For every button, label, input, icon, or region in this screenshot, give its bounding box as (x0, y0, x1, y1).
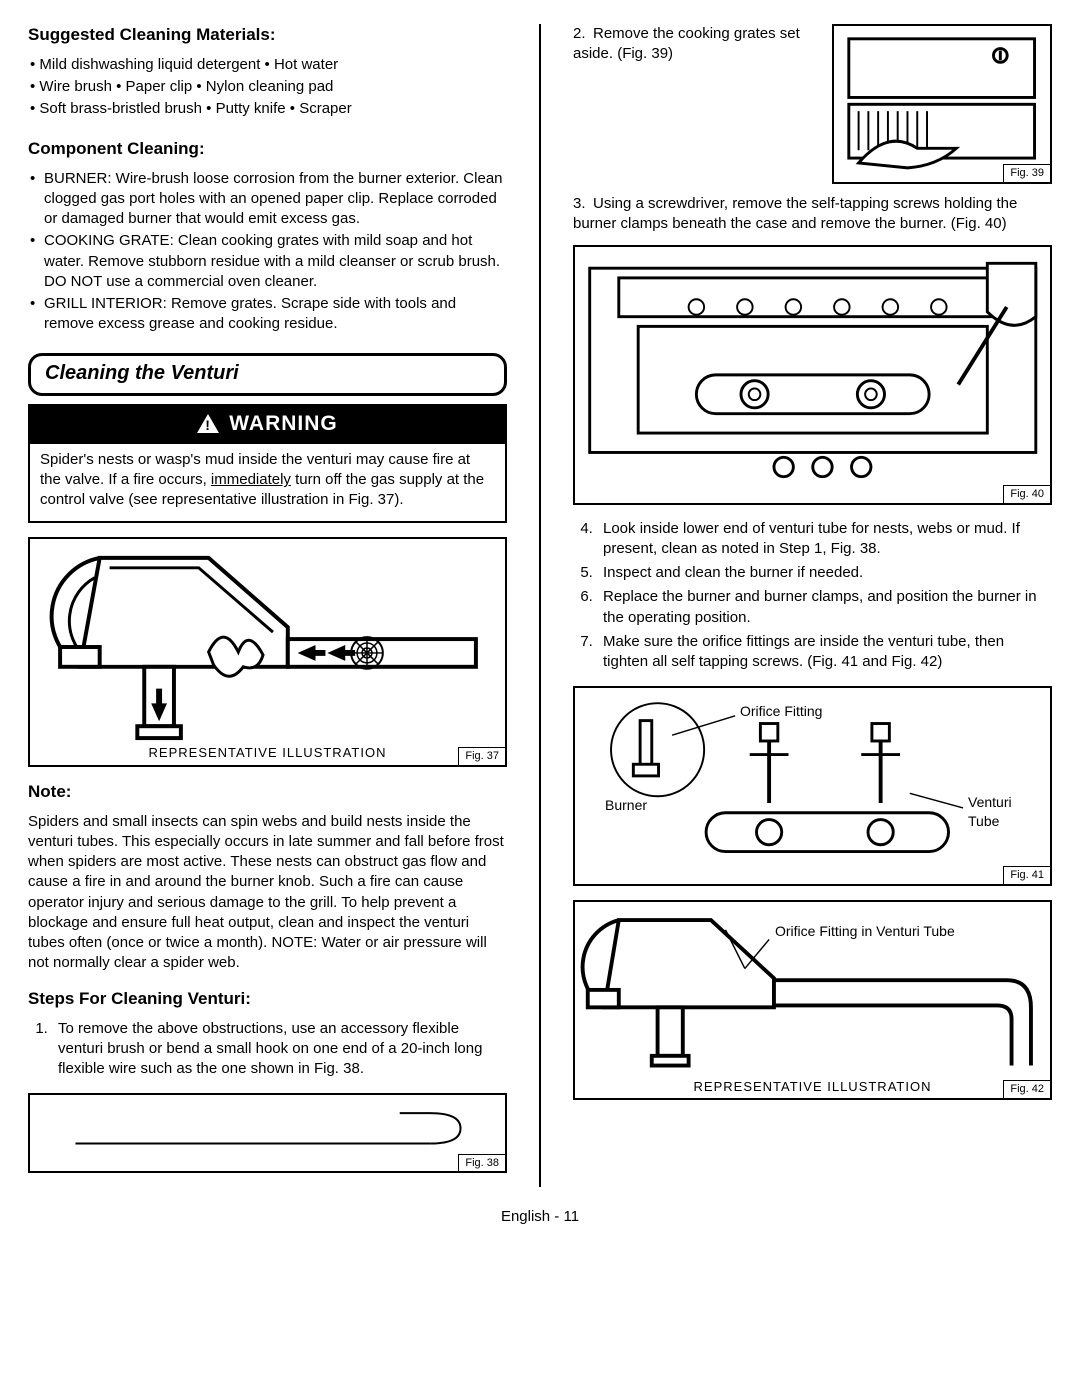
steps-list-left: To remove the above obstructions, use an… (28, 1019, 507, 1080)
component-list: BURNER: Wire-brush loose corrosion from … (28, 169, 507, 335)
fig41-annot-1: Orifice Fitting (740, 702, 822, 721)
warning-icon (197, 414, 219, 433)
step-2-body: Remove the cooking grates set aside. (Fi… (573, 25, 800, 62)
step-6: Replace the burner and burner clamps, an… (597, 587, 1052, 628)
heading-note: Note: (28, 781, 507, 804)
steps-list-right: Look inside lower end of venturi tube fo… (573, 519, 1052, 673)
figure-42: Orifice Fitting in Venturi Tube REPRESEN… (573, 900, 1052, 1100)
page-footer: English - 11 (28, 1207, 1052, 1227)
fig38-illustration (40, 1103, 496, 1164)
left-column: Suggested Cleaning Materials: • Mild dis… (28, 24, 507, 1187)
materials-row: • Soft brass-bristled brush • Putty knif… (30, 99, 507, 119)
fig38-label: Fig. 38 (458, 1154, 505, 1172)
step-3-text: 3.Using a screwdriver, remove the self-t… (573, 194, 1052, 235)
fig40-label: Fig. 40 (1003, 485, 1050, 503)
warning-underline: immediately (211, 471, 291, 488)
column-divider (539, 24, 541, 1187)
fig40-illustration (580, 252, 1046, 498)
heading-component: Component Cleaning: (28, 138, 507, 161)
component-item: COOKING GRATE: Clean cooking grates with… (28, 231, 507, 292)
materials-row: • Mild dishwashing liquid detergent • Ho… (30, 55, 507, 75)
step-num: 3. (573, 194, 593, 214)
two-column-layout: Suggested Cleaning Materials: • Mild dis… (28, 24, 1052, 1187)
right-column: 2.Remove the cooking grates set aside. (… (573, 24, 1052, 1187)
figure-41: Orifice Fitting Burner Venturi Tube Fig.… (573, 686, 1052, 886)
section-title: Cleaning the Venturi (45, 360, 490, 387)
fig37-caption: REPRESENTATIVE ILLUSTRATION (30, 744, 505, 765)
fig41-annot-2: Burner (605, 796, 647, 815)
heading-steps: Steps For Cleaning Venturi: (28, 988, 507, 1011)
figure-39: Fig. 39 (832, 24, 1052, 184)
fig42-caption: REPRESENTATIVE ILLUSTRATION (575, 1078, 1050, 1099)
fig37-label: Fig. 37 (458, 747, 505, 765)
component-item: BURNER: Wire-brush loose corrosion from … (28, 169, 507, 230)
step-7: Make sure the orifice fittings are insid… (597, 632, 1052, 673)
figure-37: REPRESENTATIVE ILLUSTRATION Fig. 37 (28, 537, 507, 767)
section-frame: Cleaning the Venturi (28, 353, 507, 396)
fig42-annot-1: Orifice Fitting in Venturi Tube (775, 922, 955, 941)
fig39-illustration (838, 31, 1045, 178)
step-1: To remove the above obstructions, use an… (52, 1019, 507, 1080)
note-text: Spiders and small insects can spin webs … (28, 812, 507, 974)
step-num: 2. (573, 24, 593, 44)
warning-text-box: Spider's nests or wasp's mud inside the … (28, 444, 507, 523)
step-4: Look inside lower end of venturi tube fo… (597, 519, 1052, 560)
step-3-body: Using a screwdriver, remove the self-tap… (573, 195, 1017, 232)
fig39-label: Fig. 39 (1003, 164, 1050, 182)
fig41-annot-3: Venturi Tube (968, 793, 1028, 831)
fig41-label: Fig. 41 (1003, 866, 1050, 884)
warning-bar: WARNING (28, 404, 507, 444)
materials-row: • Wire brush • Paper clip • Nylon cleani… (30, 77, 507, 97)
figure-38: Fig. 38 (28, 1093, 507, 1173)
fig37-illustration (40, 548, 496, 756)
figure-40: Fig. 40 (573, 245, 1052, 505)
step-5: Inspect and clean the burner if needed. (597, 563, 1052, 583)
warning-label: WARNING (229, 410, 338, 438)
step-2-text: 2.Remove the cooking grates set aside. (… (573, 24, 818, 184)
step-2-wrap: 2.Remove the cooking grates set aside. (… (573, 24, 1052, 184)
materials-list: • Mild dishwashing liquid detergent • Ho… (28, 55, 507, 120)
heading-materials: Suggested Cleaning Materials: (28, 24, 507, 47)
component-item: GRILL INTERIOR: Remove grates. Scrape si… (28, 294, 507, 335)
fig42-label: Fig. 42 (1003, 1080, 1050, 1098)
